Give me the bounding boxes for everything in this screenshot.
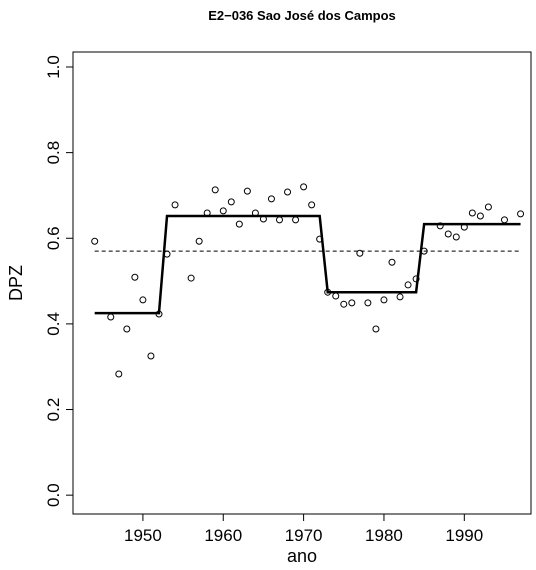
point [324, 288, 332, 296]
point [500, 216, 508, 224]
point [388, 258, 396, 266]
point [155, 310, 163, 318]
point [187, 274, 195, 282]
point [107, 313, 115, 321]
point [147, 352, 155, 360]
x-tick-label: 1950 [124, 526, 162, 545]
point [380, 296, 388, 304]
point [364, 299, 372, 307]
y-tick-label: 0.2 [44, 398, 63, 422]
point [517, 210, 525, 218]
point [372, 325, 380, 333]
point [476, 212, 484, 220]
point [195, 237, 203, 245]
point [316, 235, 324, 243]
point [227, 198, 235, 206]
y-tick-label: 0.4 [44, 312, 63, 336]
point [444, 230, 452, 238]
y-tick-label: 0.6 [44, 226, 63, 250]
point [163, 250, 171, 258]
point [468, 209, 476, 217]
point [340, 300, 348, 308]
chart-title: E2−036 Sao José dos Campos [208, 8, 396, 23]
step-line [94, 214, 521, 315]
point [356, 249, 364, 257]
point [259, 215, 267, 223]
y-tick-label: 0.8 [44, 141, 63, 165]
plot-box [72, 51, 532, 515]
y-tick-label: 1.0 [44, 55, 63, 79]
point [452, 233, 460, 241]
point [235, 220, 243, 228]
point [300, 183, 308, 191]
x-tick-label: 1990 [445, 526, 483, 545]
x-tick-label: 1960 [204, 526, 242, 545]
point [292, 216, 300, 224]
point [308, 201, 316, 209]
point [139, 296, 147, 304]
point [276, 216, 284, 224]
point [484, 203, 492, 211]
point [123, 325, 131, 333]
x-tick-label: 1980 [365, 526, 403, 545]
point [203, 209, 211, 217]
point [131, 273, 139, 281]
point [404, 281, 412, 289]
point [267, 195, 275, 203]
point [436, 222, 444, 230]
point [460, 223, 468, 231]
point [219, 207, 227, 215]
point [412, 275, 420, 283]
y-tick-label: 0.0 [44, 483, 63, 507]
point [284, 188, 292, 196]
point [251, 209, 259, 217]
point [348, 299, 356, 307]
point [243, 187, 251, 195]
x-tick-label: 1970 [285, 526, 323, 545]
point [396, 293, 404, 301]
x-axis-label: ano [287, 546, 317, 566]
point [91, 237, 99, 245]
point [420, 247, 428, 255]
point [115, 370, 123, 378]
point [171, 201, 179, 209]
point [211, 186, 219, 194]
point [332, 292, 340, 300]
y-axis-label: DPZ [6, 265, 26, 301]
